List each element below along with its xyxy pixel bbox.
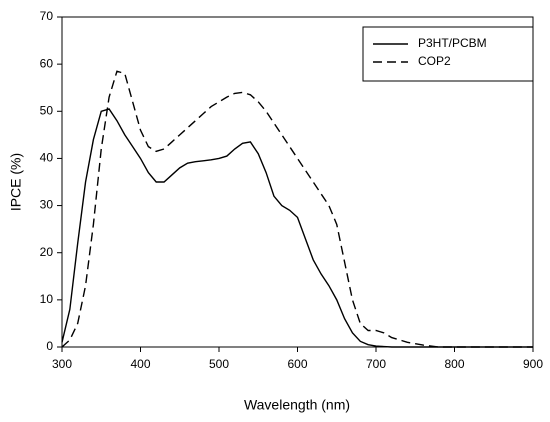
x-tick-label: 800 xyxy=(444,357,464,371)
y-tick-label: 50 xyxy=(40,103,54,117)
x-tick-label: 700 xyxy=(366,357,386,371)
x-tick-label: 400 xyxy=(130,357,150,371)
y-tick-label: 70 xyxy=(40,9,54,23)
y-tick-label: 60 xyxy=(40,56,54,70)
series-line xyxy=(61,108,533,348)
y-tick-label: 30 xyxy=(40,198,54,212)
series-line xyxy=(61,70,533,348)
y-tick-label: 0 xyxy=(46,339,53,353)
legend-label: P3HT/PCBM xyxy=(418,36,487,50)
legend-box xyxy=(362,26,534,82)
x-tick-label: 900 xyxy=(523,357,543,371)
y-tick-label: 40 xyxy=(40,151,54,165)
y-tick-label: 20 xyxy=(40,245,54,259)
x-tick-label: 300 xyxy=(52,357,72,371)
x-tick-label: 500 xyxy=(209,357,229,371)
x-axis-label: Wavelength (nm) xyxy=(244,397,350,413)
x-tick-label: 600 xyxy=(287,357,307,371)
legend-label: COP2 xyxy=(418,54,451,68)
y-axis-label: IPCE (%) xyxy=(8,153,24,211)
y-tick-label: 10 xyxy=(40,292,54,306)
